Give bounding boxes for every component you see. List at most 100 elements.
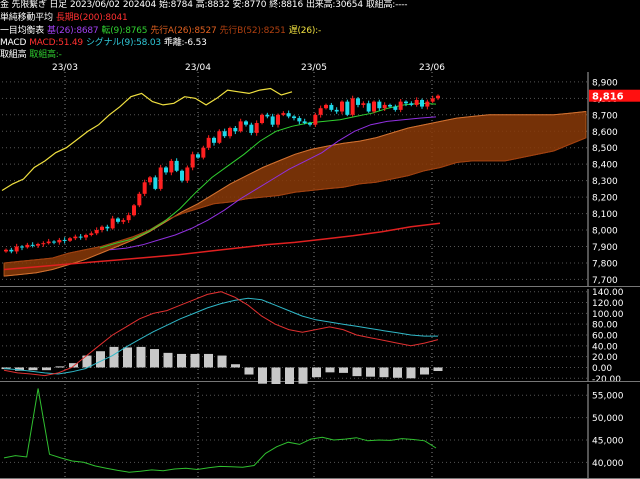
- macd-histogram-bar: [298, 367, 308, 384]
- price-y-tick-label: 7,800: [592, 259, 618, 269]
- candle-body: [185, 167, 190, 181]
- kijun-value: 基(26):8687: [47, 26, 99, 36]
- header-line-3: 一目均衡表 基(26):8687 転(9):8765 先行A(26):8527 先行B(…: [0, 26, 324, 37]
- macd-histogram-bar: [150, 349, 159, 368]
- candle-body: [46, 241, 51, 244]
- candle-body: [308, 123, 312, 125]
- high-value: 高:8832: [195, 0, 230, 10]
- chikou-value: 遅(26):-: [288, 26, 322, 36]
- candle-body: [25, 244, 30, 248]
- macd-y-tick-label: 60.00: [592, 332, 618, 342]
- candle-body: [105, 226, 110, 229]
- macd-histogram-bar: [433, 367, 443, 372]
- macd-histogram-bar: [123, 347, 132, 368]
- header-line-1: 金 先限繋ぎ 日足 2023/06/02 202404 始:8784 高:8832 安:8…: [0, 0, 410, 11]
- macd-y-tick-label: 120.00: [592, 299, 624, 309]
- candle-body: [377, 101, 382, 109]
- candle-body: [420, 99, 424, 107]
- candle-body: [249, 124, 254, 133]
- candle-body: [126, 215, 131, 221]
- macd-y-tick-label: 140.00: [592, 288, 624, 298]
- candle-body: [302, 121, 307, 124]
- price-y-tick-label: 7,700: [592, 276, 618, 286]
- macd-histogram-bar: [258, 367, 267, 384]
- price-y-tick-label: 8,000: [592, 227, 618, 237]
- current-price-label: 8,816: [592, 92, 624, 103]
- open-value: 始:8784: [158, 0, 193, 10]
- candle-body: [41, 243, 46, 245]
- span-a-line: [3, 111, 587, 277]
- kijun-line: [109, 116, 437, 251]
- macd-histogram-bar: [163, 352, 173, 368]
- candle-body: [286, 113, 291, 117]
- macd-line: [3, 291, 439, 377]
- macd-histogram-bar: [366, 367, 375, 377]
- candle-body: [324, 104, 328, 109]
- candle-body: [297, 118, 302, 122]
- macd-histogram-bar: [82, 355, 92, 368]
- candle-body: [174, 160, 179, 171]
- candle-body: [361, 103, 366, 105]
- macd-y-tick-label: 80.00: [592, 321, 618, 331]
- tenkan-line: [99, 102, 437, 249]
- candle-body: [73, 236, 78, 239]
- symbol-label: 金 先限繋ぎ 日足: [0, 0, 67, 10]
- oi-panel: 55,000 50,000 45,000 40,000: [0, 384, 640, 479]
- span-b-line: [3, 137, 587, 264]
- candle-body: [372, 101, 376, 112]
- price-y-tick-label: 8,700: [592, 111, 618, 121]
- macd-y-tick-label: 40.00: [592, 342, 618, 352]
- candle-body: [20, 246, 24, 248]
- sma-value: 長期B(200):8041: [55, 13, 128, 23]
- candle-body: [318, 108, 323, 115]
- candle-body: [169, 160, 174, 173]
- macd-histogram-bar: [217, 355, 227, 368]
- macd-histogram-bar: [69, 363, 78, 368]
- candle-body: [190, 154, 195, 168]
- candle-body: [153, 177, 158, 189]
- candle-body: [430, 98, 435, 102]
- oi-value: 取組高:-: [29, 50, 62, 60]
- signal-value: シグナル(9):58.03: [85, 38, 161, 48]
- candle-body: [238, 121, 243, 132]
- candle-body: [30, 244, 35, 246]
- candle-body: [180, 170, 184, 181]
- header-line-5: 取組高 取組高:-: [0, 50, 65, 61]
- candle-body: [57, 239, 62, 243]
- price-y-tick-label: 8,900: [592, 78, 618, 88]
- macd-histogram-bar: [96, 351, 105, 368]
- candle-body: [404, 101, 408, 104]
- tenkan-value: 転(9):8765: [101, 26, 148, 36]
- candle-body: [409, 103, 414, 105]
- candle-body: [89, 233, 94, 235]
- date-label: 2023/06/02: [69, 0, 120, 10]
- candle-body: [110, 218, 115, 229]
- candle-body: [254, 123, 259, 133]
- candle-body: [345, 101, 350, 115]
- macd-histogram-bar: [231, 364, 240, 368]
- x-tick-label: 23/03: [52, 63, 78, 73]
- close-value: 終:8816: [269, 0, 303, 10]
- price-y-tick-label: 8,300: [592, 177, 618, 187]
- candle-body: [137, 193, 142, 206]
- candle-body: [356, 98, 360, 105]
- span-b-value: 先行B(52):8251: [219, 26, 286, 36]
- macd-y-tick-label: -20.00: [592, 375, 621, 385]
- candle-body: [116, 218, 120, 222]
- macd-histogram-bar: [42, 367, 51, 371]
- candle-body: [222, 131, 227, 137]
- macd-histogram-bar: [420, 367, 429, 375]
- oi-y-tick-label: 50,000: [592, 414, 624, 424]
- candle-body: [142, 182, 147, 194]
- candle-body: [217, 131, 222, 143]
- candle-body: [158, 167, 163, 189]
- macd-histogram-bar: [204, 353, 213, 368]
- candle-body: [233, 127, 238, 132]
- candle-body: [228, 127, 232, 137]
- chikou-line: [1, 87, 293, 192]
- oi-background: [0, 384, 640, 478]
- oi-name: 取組高: [0, 50, 27, 60]
- current-price-tag: [589, 89, 640, 102]
- candle-body: [244, 121, 248, 125]
